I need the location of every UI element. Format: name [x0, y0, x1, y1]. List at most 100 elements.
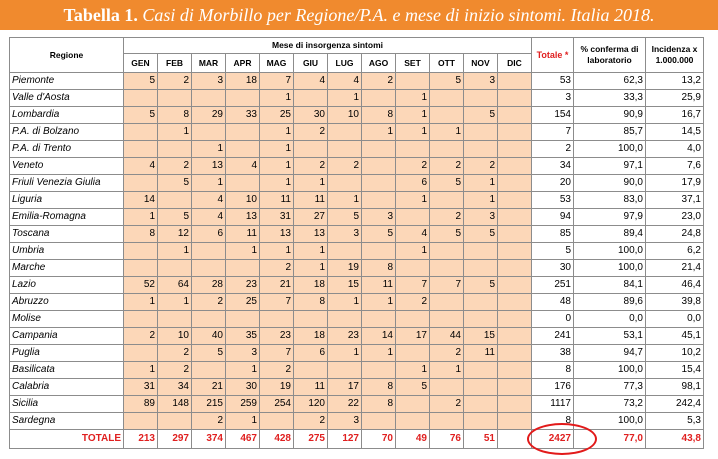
totals-row: TOTALE 213 297 374 467 428 275 127 70 49 76 51 2427 7… [9, 429, 704, 449]
month-cell: 2 [429, 208, 464, 226]
month-cell: 1 [293, 174, 328, 192]
month-cell: 52 [123, 276, 158, 294]
month-header: GEN [123, 53, 158, 73]
incidence-cell: 16,7 [645, 106, 704, 124]
month-cell [123, 344, 158, 362]
month-cell: 3 [327, 412, 362, 430]
incidence-cell: 4,0 [645, 140, 704, 158]
total-cell: 53 [531, 191, 574, 209]
month-cell: 1 [327, 293, 362, 311]
month-cell [497, 395, 532, 413]
total-cell: 20 [531, 174, 574, 192]
month-cell: 7 [429, 276, 464, 294]
month-cell [361, 191, 396, 209]
month-cell [293, 361, 328, 379]
table-row: Molise 0 0,0 0,0 [9, 310, 704, 328]
month-cell: 8 [293, 293, 328, 311]
confirm-pct-cell: 33,3 [573, 89, 646, 107]
month-cell: 2 [157, 157, 192, 175]
month-cell: 4 [191, 191, 226, 209]
month-cell: 17 [327, 378, 362, 396]
month-cell: 7 [395, 276, 430, 294]
month-cell: 1 [157, 293, 192, 311]
table-title: Tabella 1. Casi di Morbillo per Regione/… [0, 0, 718, 30]
month-cell: 2 [361, 72, 396, 90]
incidence-cell: 7,6 [645, 157, 704, 175]
month-cell [395, 208, 430, 226]
month-cell: 1 [259, 123, 294, 141]
month-cell: 19 [327, 259, 362, 277]
month-cell [361, 361, 396, 379]
month-cell: 1 [429, 361, 464, 379]
month-cell [361, 140, 396, 158]
region-name: Toscana [9, 225, 124, 243]
incidence-cell: 14,5 [645, 123, 704, 141]
month-cell: 35 [225, 327, 260, 345]
month-cell [429, 106, 464, 124]
incidence-cell: 98,1 [645, 378, 704, 396]
month-cell [463, 412, 498, 430]
confirm-pct-cell: 89,6 [573, 293, 646, 311]
region-name: Friuli Venezia Giulia [9, 174, 124, 192]
month-cell: 5 [327, 208, 362, 226]
total-cell: 251 [531, 276, 574, 294]
month-cell: 1 [259, 174, 294, 192]
month-cell [463, 89, 498, 107]
month-cell: 14 [361, 327, 396, 345]
month-cell: 259 [225, 395, 260, 413]
month-cell: 28 [191, 276, 226, 294]
month-cell [497, 276, 532, 294]
confirm-pct-cell: 100,0 [573, 361, 646, 379]
confirm-pct-cell: 73,2 [573, 395, 646, 413]
incidence-cell: 39,8 [645, 293, 704, 311]
month-cell: 89 [123, 395, 158, 413]
header-totale: Totale * [531, 37, 574, 73]
month-cell [361, 174, 396, 192]
month-cell: 44 [429, 327, 464, 345]
month-cell: 13 [293, 225, 328, 243]
totals-month-cell: 49 [395, 429, 430, 449]
month-cell [225, 123, 260, 141]
table-title-label: Tabella 1. [63, 5, 138, 25]
total-cell: 2 [531, 140, 574, 158]
table-row: Campania 2 10 40 35 23 18 23 14 17 44 15 241 53,1 45,1 [9, 327, 704, 345]
month-cell [123, 242, 158, 260]
region-name: Lazio [9, 276, 124, 294]
month-cell [395, 412, 430, 430]
month-cell: 64 [157, 276, 192, 294]
month-cell [191, 123, 226, 141]
month-cell: 1 [395, 106, 430, 124]
month-cell: 5 [361, 225, 396, 243]
month-cell [361, 157, 396, 175]
table-row: Valle d'Aosta 1 1 1 3 33,3 25,9 [9, 89, 704, 107]
month-cell [123, 412, 158, 430]
month-cell: 5 [429, 225, 464, 243]
month-header: OTT [429, 53, 464, 73]
month-cell [497, 310, 532, 328]
total-cell: 85 [531, 225, 574, 243]
month-cell [157, 140, 192, 158]
month-cell [259, 310, 294, 328]
month-cell: 2 [157, 72, 192, 90]
confirm-pct-cell: 53,1 [573, 327, 646, 345]
month-cell [225, 89, 260, 107]
month-cell: 7 [259, 293, 294, 311]
month-cell: 4 [293, 72, 328, 90]
month-cell: 5 [463, 225, 498, 243]
month-cell: 1 [191, 140, 226, 158]
total-cell: 38 [531, 344, 574, 362]
month-cell: 11 [293, 191, 328, 209]
month-header: APR [225, 53, 260, 73]
month-cell [157, 310, 192, 328]
region-name: Veneto [9, 157, 124, 175]
total-cell: 7 [531, 123, 574, 141]
table-title-text: Casi di Morbillo per Regione/P.A. e mese… [142, 5, 655, 25]
month-cell: 3 [463, 208, 498, 226]
totals-month-cell: 297 [157, 429, 192, 449]
table-row: Calabria 31 34 21 30 19 11 17 8 5 176 77,3 98,1 [9, 378, 704, 396]
totals-month-cell: 127 [327, 429, 362, 449]
month-cell [463, 361, 498, 379]
month-cell: 15 [463, 327, 498, 345]
month-cell [123, 89, 158, 107]
month-cell: 1 [463, 174, 498, 192]
